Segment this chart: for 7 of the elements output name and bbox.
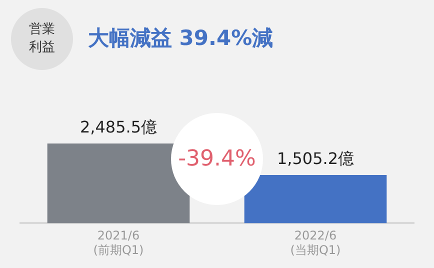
chart-title: 大幅減益 39.4%減 — [88, 25, 274, 52]
data-label: 1,505.2億 — [276, 149, 354, 168]
x-tick-label: 2021/6 (前期Q1) — [93, 228, 144, 257]
annotation: -39.4% — [178, 146, 256, 172]
x-tick-label: 2022/6 (当期Q1) — [290, 228, 341, 257]
chart-subtitle: 営業利益 — [28, 21, 56, 57]
data-label: 2,485.5億 — [80, 118, 158, 137]
